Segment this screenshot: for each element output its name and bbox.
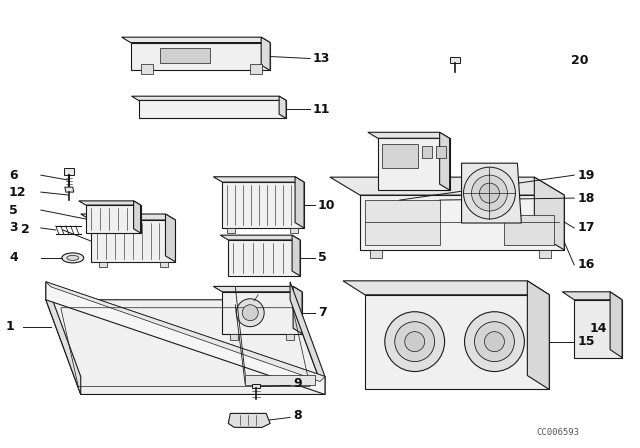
Polygon shape [161,47,211,63]
Polygon shape [365,200,440,245]
Polygon shape [141,65,152,74]
Polygon shape [295,177,304,228]
Polygon shape [292,235,300,276]
Polygon shape [293,286,302,334]
Circle shape [479,183,499,203]
Polygon shape [563,292,622,300]
Polygon shape [81,214,175,220]
Polygon shape [220,235,300,240]
Polygon shape [86,205,141,233]
Circle shape [474,322,515,362]
Polygon shape [252,383,260,388]
Polygon shape [368,132,449,138]
Text: 14: 14 [589,322,607,335]
Text: 2: 2 [21,224,29,237]
Text: 6: 6 [9,168,17,181]
Polygon shape [250,65,262,74]
Text: 18: 18 [577,192,595,205]
Circle shape [243,305,258,321]
Polygon shape [222,292,302,334]
Polygon shape [46,300,325,395]
Text: 12: 12 [9,185,26,198]
Text: 5: 5 [318,251,327,264]
Polygon shape [574,300,622,358]
Polygon shape [504,215,554,245]
Circle shape [465,312,524,371]
Polygon shape [46,282,81,395]
Circle shape [236,299,264,327]
Polygon shape [245,375,315,384]
Circle shape [472,175,508,211]
Circle shape [385,312,445,371]
Text: 17: 17 [577,221,595,234]
Polygon shape [330,177,564,195]
Polygon shape [378,138,449,190]
Polygon shape [213,177,304,182]
Polygon shape [161,262,168,267]
Polygon shape [449,56,460,63]
Polygon shape [290,282,325,395]
Polygon shape [290,228,298,233]
Text: 8: 8 [293,409,301,422]
Polygon shape [213,286,302,292]
Text: CC006593: CC006593 [536,428,579,437]
Text: 13: 13 [313,52,330,65]
Polygon shape [610,292,622,358]
Polygon shape [79,201,141,205]
Text: 3: 3 [9,221,17,234]
Polygon shape [540,250,551,258]
Polygon shape [440,132,449,190]
Ellipse shape [67,255,79,260]
Polygon shape [139,100,286,118]
Text: 15: 15 [577,335,595,348]
Polygon shape [64,168,74,175]
Polygon shape [286,334,294,340]
Text: 10: 10 [318,198,335,211]
Polygon shape [382,144,418,168]
Polygon shape [370,250,382,258]
Polygon shape [166,214,175,262]
Polygon shape [527,281,549,389]
Text: 19: 19 [577,168,595,181]
Polygon shape [99,262,107,267]
Circle shape [404,332,425,352]
Polygon shape [227,228,236,233]
Text: 5: 5 [9,203,18,216]
Polygon shape [132,96,286,100]
Text: 9: 9 [293,377,301,390]
Circle shape [484,332,504,352]
Text: 7: 7 [318,306,327,319]
Circle shape [395,322,435,362]
Polygon shape [65,187,74,192]
Polygon shape [46,282,325,382]
Polygon shape [360,195,564,250]
Text: 20: 20 [572,54,589,67]
Polygon shape [261,37,270,70]
Polygon shape [461,163,522,223]
Ellipse shape [62,253,84,263]
Polygon shape [134,201,141,233]
Polygon shape [91,220,175,262]
Text: 4: 4 [9,251,18,264]
Polygon shape [230,334,238,340]
Polygon shape [279,96,286,118]
Polygon shape [422,146,431,158]
Text: 1: 1 [6,320,15,333]
Polygon shape [228,414,270,427]
Polygon shape [365,295,549,389]
Polygon shape [131,43,270,70]
Polygon shape [534,177,564,250]
Polygon shape [122,37,270,43]
Text: 16: 16 [577,258,595,271]
Circle shape [463,167,515,219]
Polygon shape [343,281,549,295]
Polygon shape [228,240,300,276]
Polygon shape [436,146,445,158]
Polygon shape [46,282,325,395]
Polygon shape [222,182,304,228]
Text: 11: 11 [313,103,330,116]
